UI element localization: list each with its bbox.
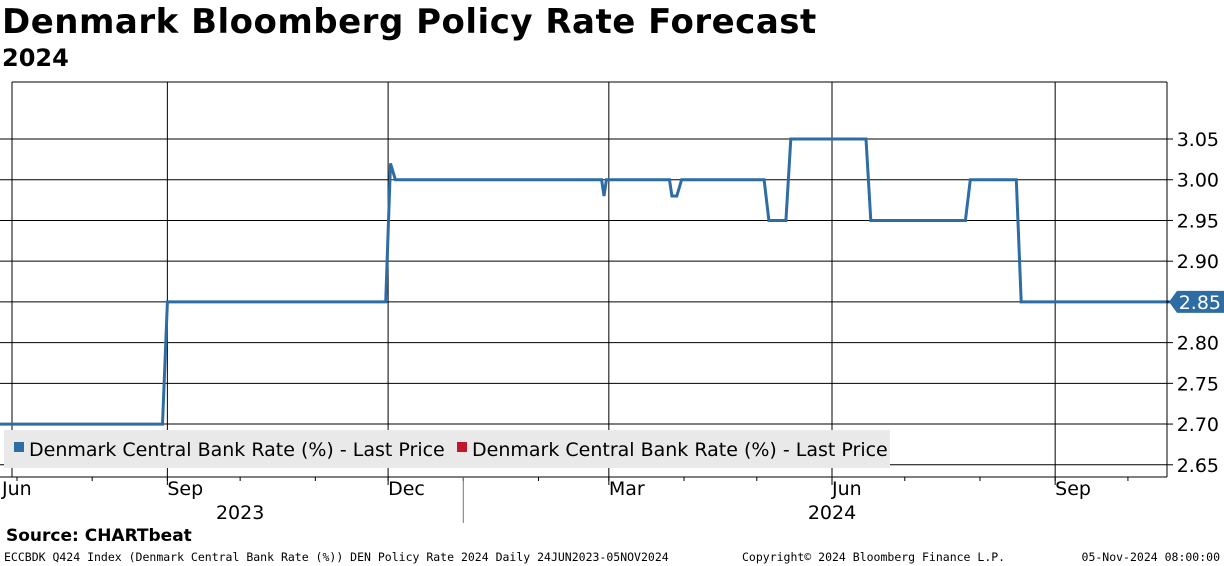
- x-tick-label: Sep: [167, 478, 203, 500]
- y-tick-label: 3.00: [1177, 170, 1219, 192]
- y-tick-label: 2.75: [1177, 373, 1219, 395]
- chart-title: Denmark Bloomberg Policy Rate Forecast: [2, 2, 817, 42]
- chart-subtitle: 2024: [2, 44, 69, 72]
- source-note: Source: CHARTbeat: [6, 526, 192, 546]
- legend-swatch-1: [14, 442, 24, 452]
- y-tick-label: 3.05: [1177, 129, 1219, 151]
- legend: Denmark Central Bank Rate (%) - Last Pri…: [4, 430, 890, 468]
- legend-label-2: Denmark Central Bank Rate (%) - Last Pri…: [472, 439, 888, 461]
- x-tick-label: Jun: [1, 478, 32, 500]
- x-tick-label: Jun: [831, 478, 862, 500]
- legend-box: [4, 430, 890, 468]
- legend-swatch-2: [457, 442, 467, 452]
- y-tick-label: 2.90: [1177, 251, 1219, 273]
- axis-layer: 2.65 2.70 2.75 2.80 2.85 2.90 2.95 3.00 3.05 Jun S…: [1, 82, 1224, 524]
- series-line-1: [0, 137, 1213, 426]
- timestamp: 05-Nov-2024 08:00:00: [1081, 550, 1220, 564]
- copyright-note: Copyright© 2024 Bloomberg Finance L.P.: [742, 550, 1006, 564]
- year-label: 2024: [808, 502, 856, 524]
- y-tick-label: 2.80: [1177, 333, 1219, 355]
- year-label: 2023: [216, 502, 264, 524]
- x-tick-label: Dec: [388, 478, 425, 500]
- ticker-info: ECCBDK Q424 Index (Denmark Central Bank …: [4, 550, 669, 564]
- series-layer: [0, 137, 1213, 426]
- last-value-label: 2.85: [1179, 292, 1221, 314]
- x-tick-label: Sep: [1055, 478, 1091, 500]
- y-tick-label: 2.95: [1177, 210, 1219, 232]
- y-tick-label: 2.65: [1177, 455, 1219, 477]
- last-value-marker: 2.85: [1169, 290, 1224, 314]
- y-tick-label: 2.70: [1177, 414, 1219, 436]
- grid-layer: [0, 81, 1167, 478]
- x-tick-label: Mar: [609, 478, 645, 500]
- last-value-badge: [1169, 290, 1224, 313]
- legend-label-1: Denmark Central Bank Rate (%) - Last Pri…: [29, 439, 445, 461]
